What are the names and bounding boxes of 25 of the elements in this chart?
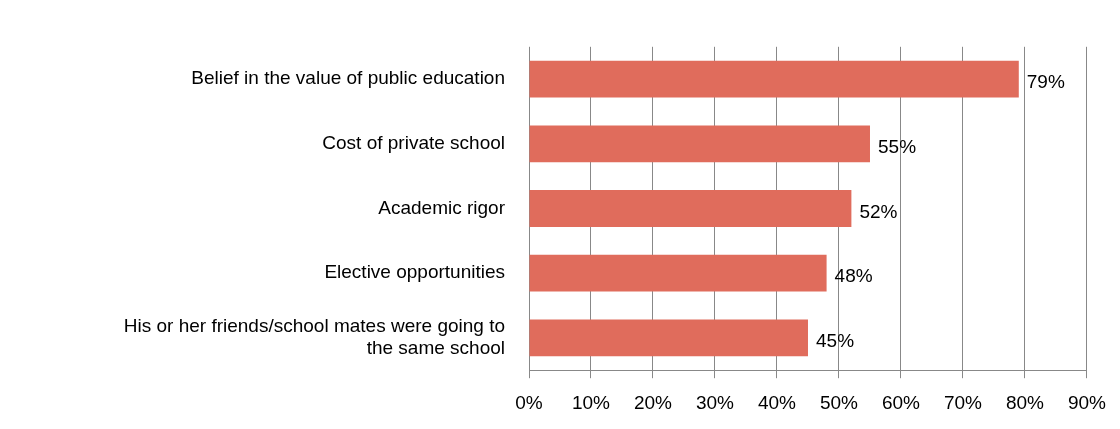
bar xyxy=(529,319,808,357)
x-tick-label: 70% xyxy=(943,391,983,413)
x-tick-label: 60% xyxy=(881,391,921,413)
x-tick-label: 20% xyxy=(633,391,673,413)
x-tick-label: 0% xyxy=(515,391,543,413)
x-tick-label: 50% xyxy=(819,391,859,413)
y-tick-label: Academic rigor xyxy=(378,196,506,218)
bar xyxy=(529,125,870,163)
data-label: 48% xyxy=(834,265,873,287)
data-label: 79% xyxy=(1026,71,1065,93)
data-label: 45% xyxy=(815,330,855,352)
x-tick-label: 90% xyxy=(1067,391,1107,413)
data-label: 55% xyxy=(877,136,917,158)
bar xyxy=(529,254,827,292)
x-tick-label: 80% xyxy=(1005,391,1045,413)
x-tick-label: 10% xyxy=(571,391,611,413)
bar xyxy=(529,190,852,227)
y-tick-label: His or her friends/school mates were going to the same school xyxy=(123,314,505,359)
x-tick-label: 40% xyxy=(757,391,797,413)
y-tick-label: Cost of private school xyxy=(322,132,505,154)
y-tick-label: Elective opportunities xyxy=(324,261,505,283)
y-tick-label: Belief in the value of public education xyxy=(191,67,505,89)
data-label: 52% xyxy=(859,200,898,222)
bar xyxy=(529,60,1019,98)
x-tick-label: 30% xyxy=(695,391,735,413)
